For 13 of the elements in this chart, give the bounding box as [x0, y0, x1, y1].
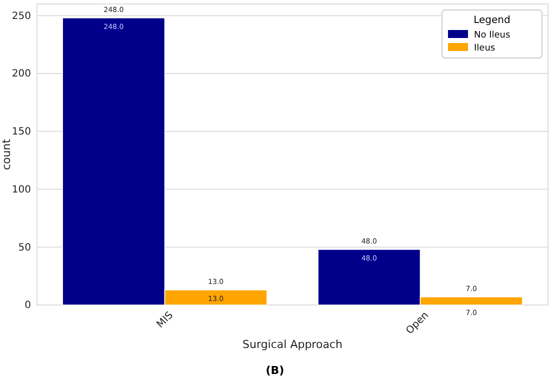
y-tick-label: 50 [18, 242, 31, 254]
y-tick-label: 0 [24, 300, 31, 312]
y-tick-label: 200 [12, 68, 31, 80]
y-tick-label: 100 [12, 184, 31, 196]
y-tick-label: 150 [12, 126, 31, 138]
legend-label: Ileus [474, 44, 496, 54]
x-axis-title: Surgical Approach [242, 338, 342, 351]
x-tick-label: MIS [155, 310, 176, 330]
text: (B) [266, 364, 284, 377]
y-axis-title: count [0, 138, 13, 170]
y-tick-label: 250 [12, 10, 31, 22]
legend-title: Legend [474, 15, 510, 26]
legend-label: No Ileus [474, 30, 510, 40]
